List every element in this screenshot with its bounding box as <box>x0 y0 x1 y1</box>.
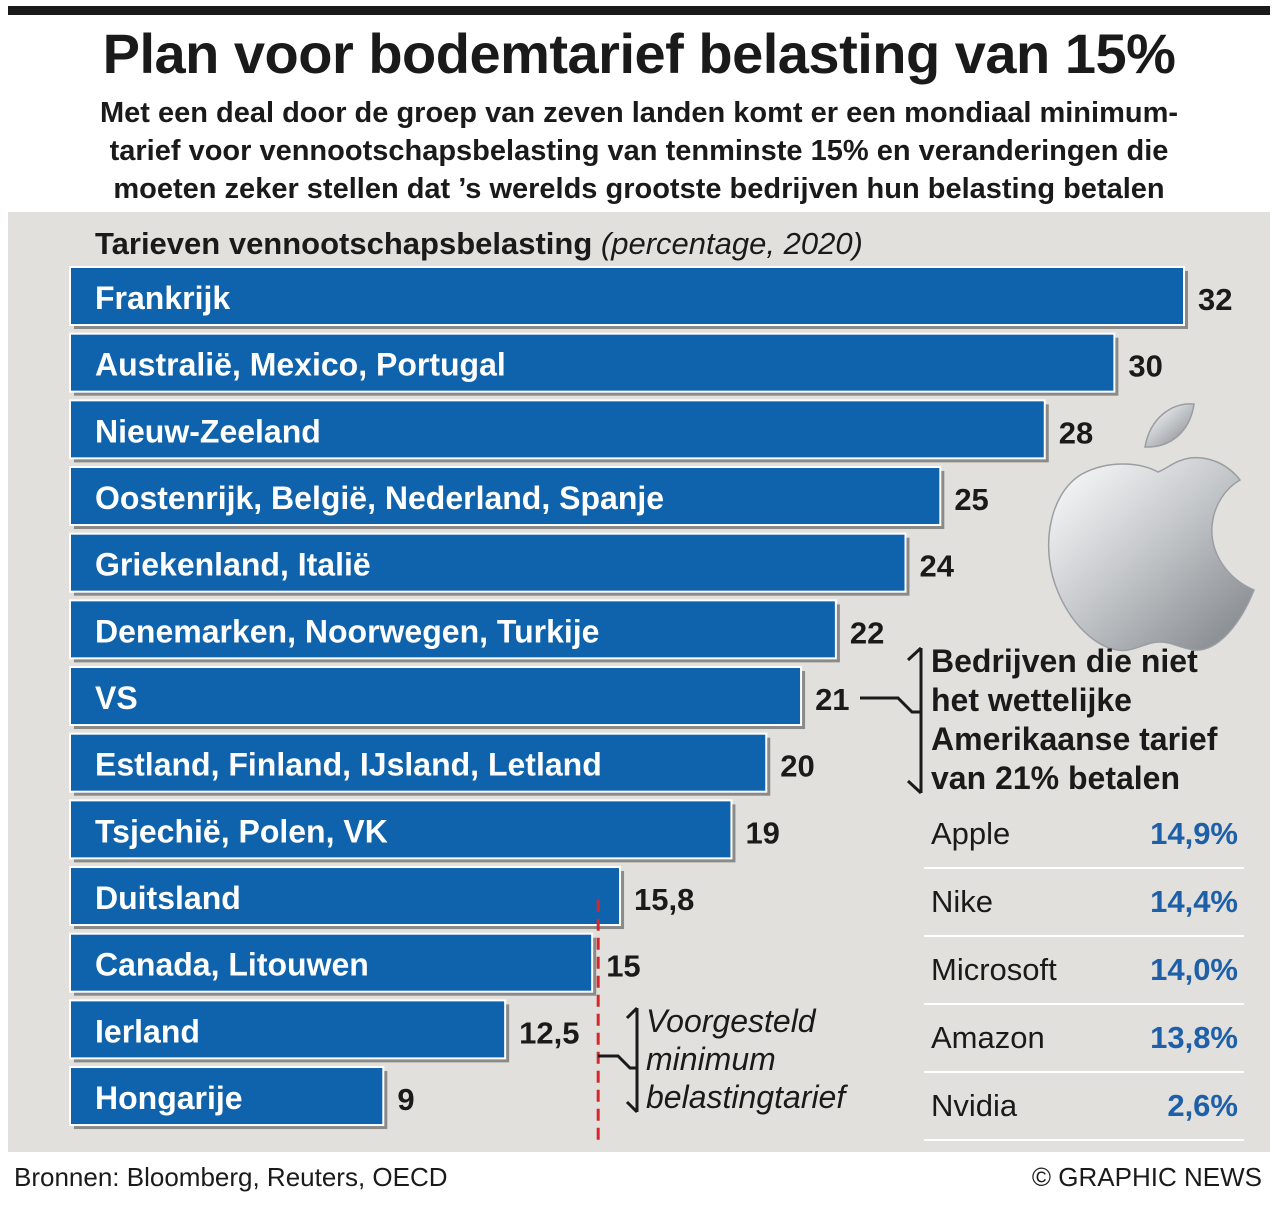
bar <box>69 666 803 727</box>
note-line: het wettelijke <box>931 682 1132 718</box>
company-name: Apple <box>931 816 1011 851</box>
bar-value-label: 28 <box>1059 415 1093 450</box>
bar-value-label: 24 <box>920 549 955 584</box>
bar <box>69 732 768 793</box>
bar-category-label: Duitsland <box>95 880 241 916</box>
subtitle-line: moeten zeker stellen dat ’s werelds groo… <box>113 173 1165 205</box>
company-rate: 14,9% <box>1150 816 1238 851</box>
bar-value-label: 15 <box>606 949 640 984</box>
apple-logo-icon <box>1047 403 1255 652</box>
bar-value-label: 22 <box>850 615 884 650</box>
company-rates-table: Apple 14,9% Nike 14,4% Microsoft 14,0% Amaz… <box>924 801 1244 1141</box>
subtitle-line: tarief voor vennootschapsbelasting van t… <box>109 135 1169 167</box>
bar-value-label: 12,5 <box>519 1015 579 1050</box>
bar-category-label: Australië, Mexico, Portugal <box>95 347 506 383</box>
company-name: Microsoft <box>931 952 1057 987</box>
bar-category-label: Nieuw-Zeeland <box>95 413 321 449</box>
company-name: Nike <box>931 884 994 919</box>
note-bracket-end <box>906 646 923 795</box>
ref-label-line: Voorgesteld <box>646 1003 816 1039</box>
bar <box>69 999 507 1060</box>
company-rate: 14,0% <box>1150 952 1238 987</box>
bar-category-label: Griekenland, Italië <box>95 547 371 583</box>
bar-category-label: Oostenrijk, België, Nederland, Spanje <box>95 480 664 516</box>
chart-title-note: (percentage, 2020) <box>600 226 863 261</box>
subtitle: Met een deal door de groep van zeven lan… <box>0 94 1278 208</box>
bar <box>69 399 1046 460</box>
table-row: Microsoft 14,0% <box>924 935 1244 1003</box>
company-name: Nvidia <box>931 1088 1018 1123</box>
chart-title-text: Tarieven vennootschapsbelasting <box>95 226 593 261</box>
chart-title: Tarieven vennootschapsbelasting (percent… <box>95 224 863 264</box>
bar-category-label: Canada, Litouwen <box>95 947 369 983</box>
bar <box>69 1066 385 1127</box>
bar-value-label: 19 <box>745 815 779 850</box>
bar-category-label: Hongarije <box>95 1080 243 1116</box>
credit: © GRAPHIC NEWS <box>1031 1162 1262 1192</box>
note-leader <box>860 696 921 714</box>
ref-leader <box>598 1054 637 1070</box>
bar <box>69 532 907 593</box>
company-rate: 13,8% <box>1150 1020 1238 1055</box>
ref-label-line: belastingtarief <box>646 1079 846 1115</box>
table-row: Amazon 13,8% <box>924 1003 1244 1071</box>
company-name: Amazon <box>931 1020 1045 1055</box>
ref-label-line: minimum <box>646 1041 776 1077</box>
bar-category-label: Tsjechië, Polen, VK <box>95 813 388 849</box>
subtitle-line: Met een deal door de groep van zeven lan… <box>99 97 1179 129</box>
bar-category-label: Frankrijk <box>95 280 230 316</box>
bar <box>69 466 942 527</box>
bar-value-label: 9 <box>397 1082 414 1117</box>
bar-value-label: 21 <box>815 682 849 717</box>
sources: Bronnen: Bloomberg, Reuters, OECD <box>14 1162 448 1192</box>
table-row: Apple 14,9% <box>924 801 1244 867</box>
bar-category-label: Denemarken, Noorwegen, Turkije <box>95 613 599 649</box>
bar <box>69 866 622 927</box>
company-rate: 14,4% <box>1150 884 1238 919</box>
note-line: Bedrijven die niet <box>931 643 1198 679</box>
us-rate-note: Bedrijven die niet het wettelijke Amerik… <box>931 642 1261 798</box>
bar-value-label: 32 <box>1198 282 1232 317</box>
bar-category-label: Estland, Finland, IJsland, Letland <box>95 747 602 783</box>
bar-value-label: 25 <box>954 482 988 517</box>
table-row: Nike 14,4% <box>924 867 1244 935</box>
note-line: van 21% betalen <box>931 760 1180 796</box>
table-row: Nvidia 2,6% <box>924 1071 1244 1141</box>
ref-bracket <box>625 1006 639 1114</box>
bar <box>69 599 837 660</box>
bar <box>69 266 1185 326</box>
page-title: Plan voor bodemtarief belasting van 15% <box>102 22 1176 85</box>
company-rate: 2,6% <box>1167 1088 1238 1123</box>
top-rule <box>8 6 1270 15</box>
bar-value-label: 15,8 <box>634 882 694 917</box>
bar-value-label: 20 <box>780 749 814 784</box>
bar <box>69 799 733 860</box>
bar-category-label: Ierland <box>95 1013 200 1049</box>
bar <box>69 932 594 993</box>
bar <box>69 332 1116 393</box>
bar-category-label: VS <box>95 680 138 716</box>
proposed-minimum-label: Voorgesteld minimum belastingtarief <box>646 1002 845 1116</box>
bar-value-label: 30 <box>1128 349 1162 384</box>
note-line: Amerikaanse tarief <box>931 721 1218 757</box>
